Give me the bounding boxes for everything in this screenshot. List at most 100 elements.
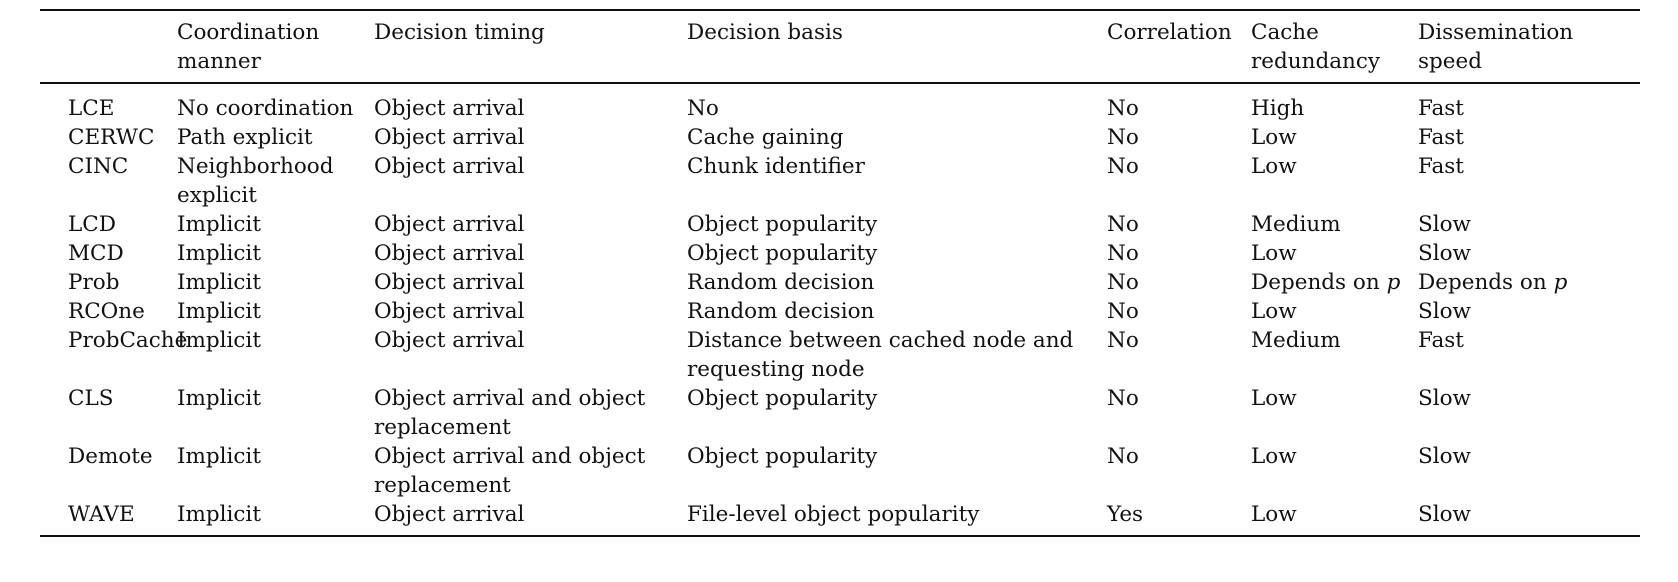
cell-cache-redundancy: Low: [1251, 444, 1297, 469]
cell-correlation: No: [1107, 270, 1139, 295]
cell-cache-redundancy: Low: [1251, 125, 1297, 150]
cell-dissemination-speed: Fast: [1418, 154, 1464, 179]
cell-dissemination-speed: Slow: [1418, 212, 1471, 237]
cell-correlation: No: [1107, 125, 1139, 150]
cell-cache-redundancy: Medium: [1251, 328, 1341, 353]
cell-correlation: No: [1107, 212, 1139, 237]
header-decision-basis: Decision basis: [687, 20, 843, 45]
cell-dissemination-speed: Fast: [1418, 125, 1464, 150]
comparison-table: Coordination manner Decision timing Deci…: [40, 9, 1640, 537]
cell-scheme-name: WAVE: [68, 502, 135, 527]
header-scheme: [40, 10, 177, 83]
cell-cache-redundancy: Low: [1251, 241, 1297, 266]
header-row: Coordination manner Decision timing Deci…: [40, 10, 1640, 83]
cell-coordination-manner: Implicit: [177, 444, 261, 469]
cell-decision-basis: Object popularity: [687, 444, 878, 469]
cell-coordination-manner: Implicit: [177, 386, 261, 411]
cell-decision-basis: File-level object popularity: [687, 502, 980, 527]
table-row: WAVE Implicit Object arrival File-level obj…: [40, 500, 1640, 536]
cell-scheme-name: LCE: [68, 96, 115, 121]
cell-dissemination-speed: Slow: [1418, 444, 1471, 469]
cell-correlation: No: [1107, 154, 1139, 179]
cell-decision-basis: Cache gaining: [687, 125, 844, 150]
table-row: Demote Implicit Object arrival and object …: [40, 442, 1640, 500]
table-row: Prob Implicit Object arrival Random decisio…: [40, 268, 1640, 297]
comparison-table-container: Coordination manner Decision timing Deci…: [40, 9, 1640, 537]
cell-decision-basis: Object popularity: [687, 241, 878, 266]
cell-scheme-name: CLS: [68, 386, 114, 411]
cell-dissemination-speed: Depends on p: [1418, 270, 1568, 295]
cell-cache-redundancy: Low: [1251, 154, 1297, 179]
cell-decision-timing: Object arrival and object replacement: [374, 444, 646, 498]
cell-coordination-manner: Implicit: [177, 502, 261, 527]
cell-decision-timing: Object arrival: [374, 328, 525, 353]
table-header: Coordination manner Decision timing Deci…: [40, 10, 1640, 83]
cell-decision-basis: Object popularity: [687, 386, 878, 411]
cell-dissemination-speed: Fast: [1418, 96, 1464, 121]
table-row: MCD Implicit Object arrival Object populari…: [40, 239, 1640, 268]
cell-decision-timing: Object arrival: [374, 241, 525, 266]
cell-correlation: No: [1107, 96, 1139, 121]
cell-scheme-name: CINC: [68, 154, 129, 179]
header-decision-timing: Decision timing: [374, 20, 545, 45]
cell-decision-timing: Object arrival: [374, 212, 525, 237]
cell-correlation: No: [1107, 241, 1139, 266]
cell-cache-redundancy: Medium: [1251, 212, 1341, 237]
header-coordination-manner: Coordination manner: [177, 20, 320, 74]
cell-dissemination-speed: Fast: [1418, 328, 1464, 353]
cell-decision-timing: Object arrival and object replacement: [374, 386, 646, 440]
cell-dissemination-speed: Slow: [1418, 502, 1471, 527]
table-row: CLS Implicit Object arrival and object rep…: [40, 384, 1640, 442]
cell-coordination-manner: Implicit: [177, 212, 261, 237]
cell-correlation: Yes: [1107, 502, 1144, 527]
table-body: LCE No coordination Object arrival No No High…: [40, 83, 1640, 536]
cell-cache-redundancy: Depends on p: [1251, 270, 1401, 295]
cell-decision-timing: Object arrival: [374, 502, 525, 527]
cell-dissemination-speed: Slow: [1418, 386, 1471, 411]
cell-correlation: No: [1107, 328, 1139, 353]
cell-scheme-name: Demote: [68, 444, 153, 469]
cell-coordination-manner: Neighborhood explicit: [177, 154, 334, 208]
table-row: RCOne Implicit Object arrival Random decisi…: [40, 297, 1640, 326]
header-dissemination-speed: Dissemination speed: [1418, 20, 1574, 74]
header-cache-redundancy: Cache redundancy: [1251, 20, 1381, 74]
cell-scheme-name: RCOne: [68, 299, 145, 324]
cell-coordination-manner: Implicit: [177, 270, 261, 295]
cell-cache-redundancy: High: [1251, 96, 1305, 121]
cell-dissemination-speed: Slow: [1418, 299, 1471, 324]
cell-coordination-manner: Implicit: [177, 241, 261, 266]
table-row: LCE No coordination Object arrival No No High…: [40, 83, 1640, 123]
cell-decision-timing: Object arrival: [374, 96, 525, 121]
cell-coordination-manner: Implicit: [177, 328, 261, 353]
table-row: ProbCache Implicit Object arrival Distance …: [40, 326, 1640, 384]
cell-cache-redundancy: Low: [1251, 502, 1297, 527]
cell-dissemination-speed: Slow: [1418, 241, 1471, 266]
cell-decision-timing: Object arrival: [374, 299, 525, 324]
cell-scheme-name: MCD: [68, 241, 124, 266]
cell-cache-redundancy: Low: [1251, 299, 1297, 324]
cell-coordination-manner: No coordination: [177, 96, 354, 121]
cell-coordination-manner: Implicit: [177, 299, 261, 324]
table-row: LCD Implicit Object arrival Object populari…: [40, 210, 1640, 239]
header-correlation: Correlation: [1107, 20, 1232, 45]
table-row: CINC Neighborhood explicit Object arrival C…: [40, 152, 1640, 210]
cell-decision-timing: Object arrival: [374, 154, 525, 179]
cell-correlation: No: [1107, 299, 1139, 324]
cell-decision-basis: No: [687, 96, 719, 121]
cell-scheme-name: CERWC: [68, 125, 155, 150]
table-row: CERWC Path explicit Object arrival Cache ga…: [40, 123, 1640, 152]
cell-decision-basis: Random decision: [687, 299, 875, 324]
cell-decision-basis: Object popularity: [687, 212, 878, 237]
cell-correlation: No: [1107, 386, 1139, 411]
cell-scheme-name: Prob: [68, 270, 120, 295]
cell-scheme-name: LCD: [68, 212, 116, 237]
cell-cache-redundancy: Low: [1251, 386, 1297, 411]
cell-scheme-name: ProbCache: [68, 328, 188, 353]
cell-decision-timing: Object arrival: [374, 125, 525, 150]
cell-coordination-manner: Path explicit: [177, 125, 313, 150]
cell-decision-basis: Distance between cached node and request…: [687, 328, 1074, 382]
cell-decision-basis: Random decision: [687, 270, 875, 295]
cell-correlation: No: [1107, 444, 1139, 469]
cell-decision-basis: Chunk identifier: [687, 154, 865, 179]
cell-decision-timing: Object arrival: [374, 270, 525, 295]
